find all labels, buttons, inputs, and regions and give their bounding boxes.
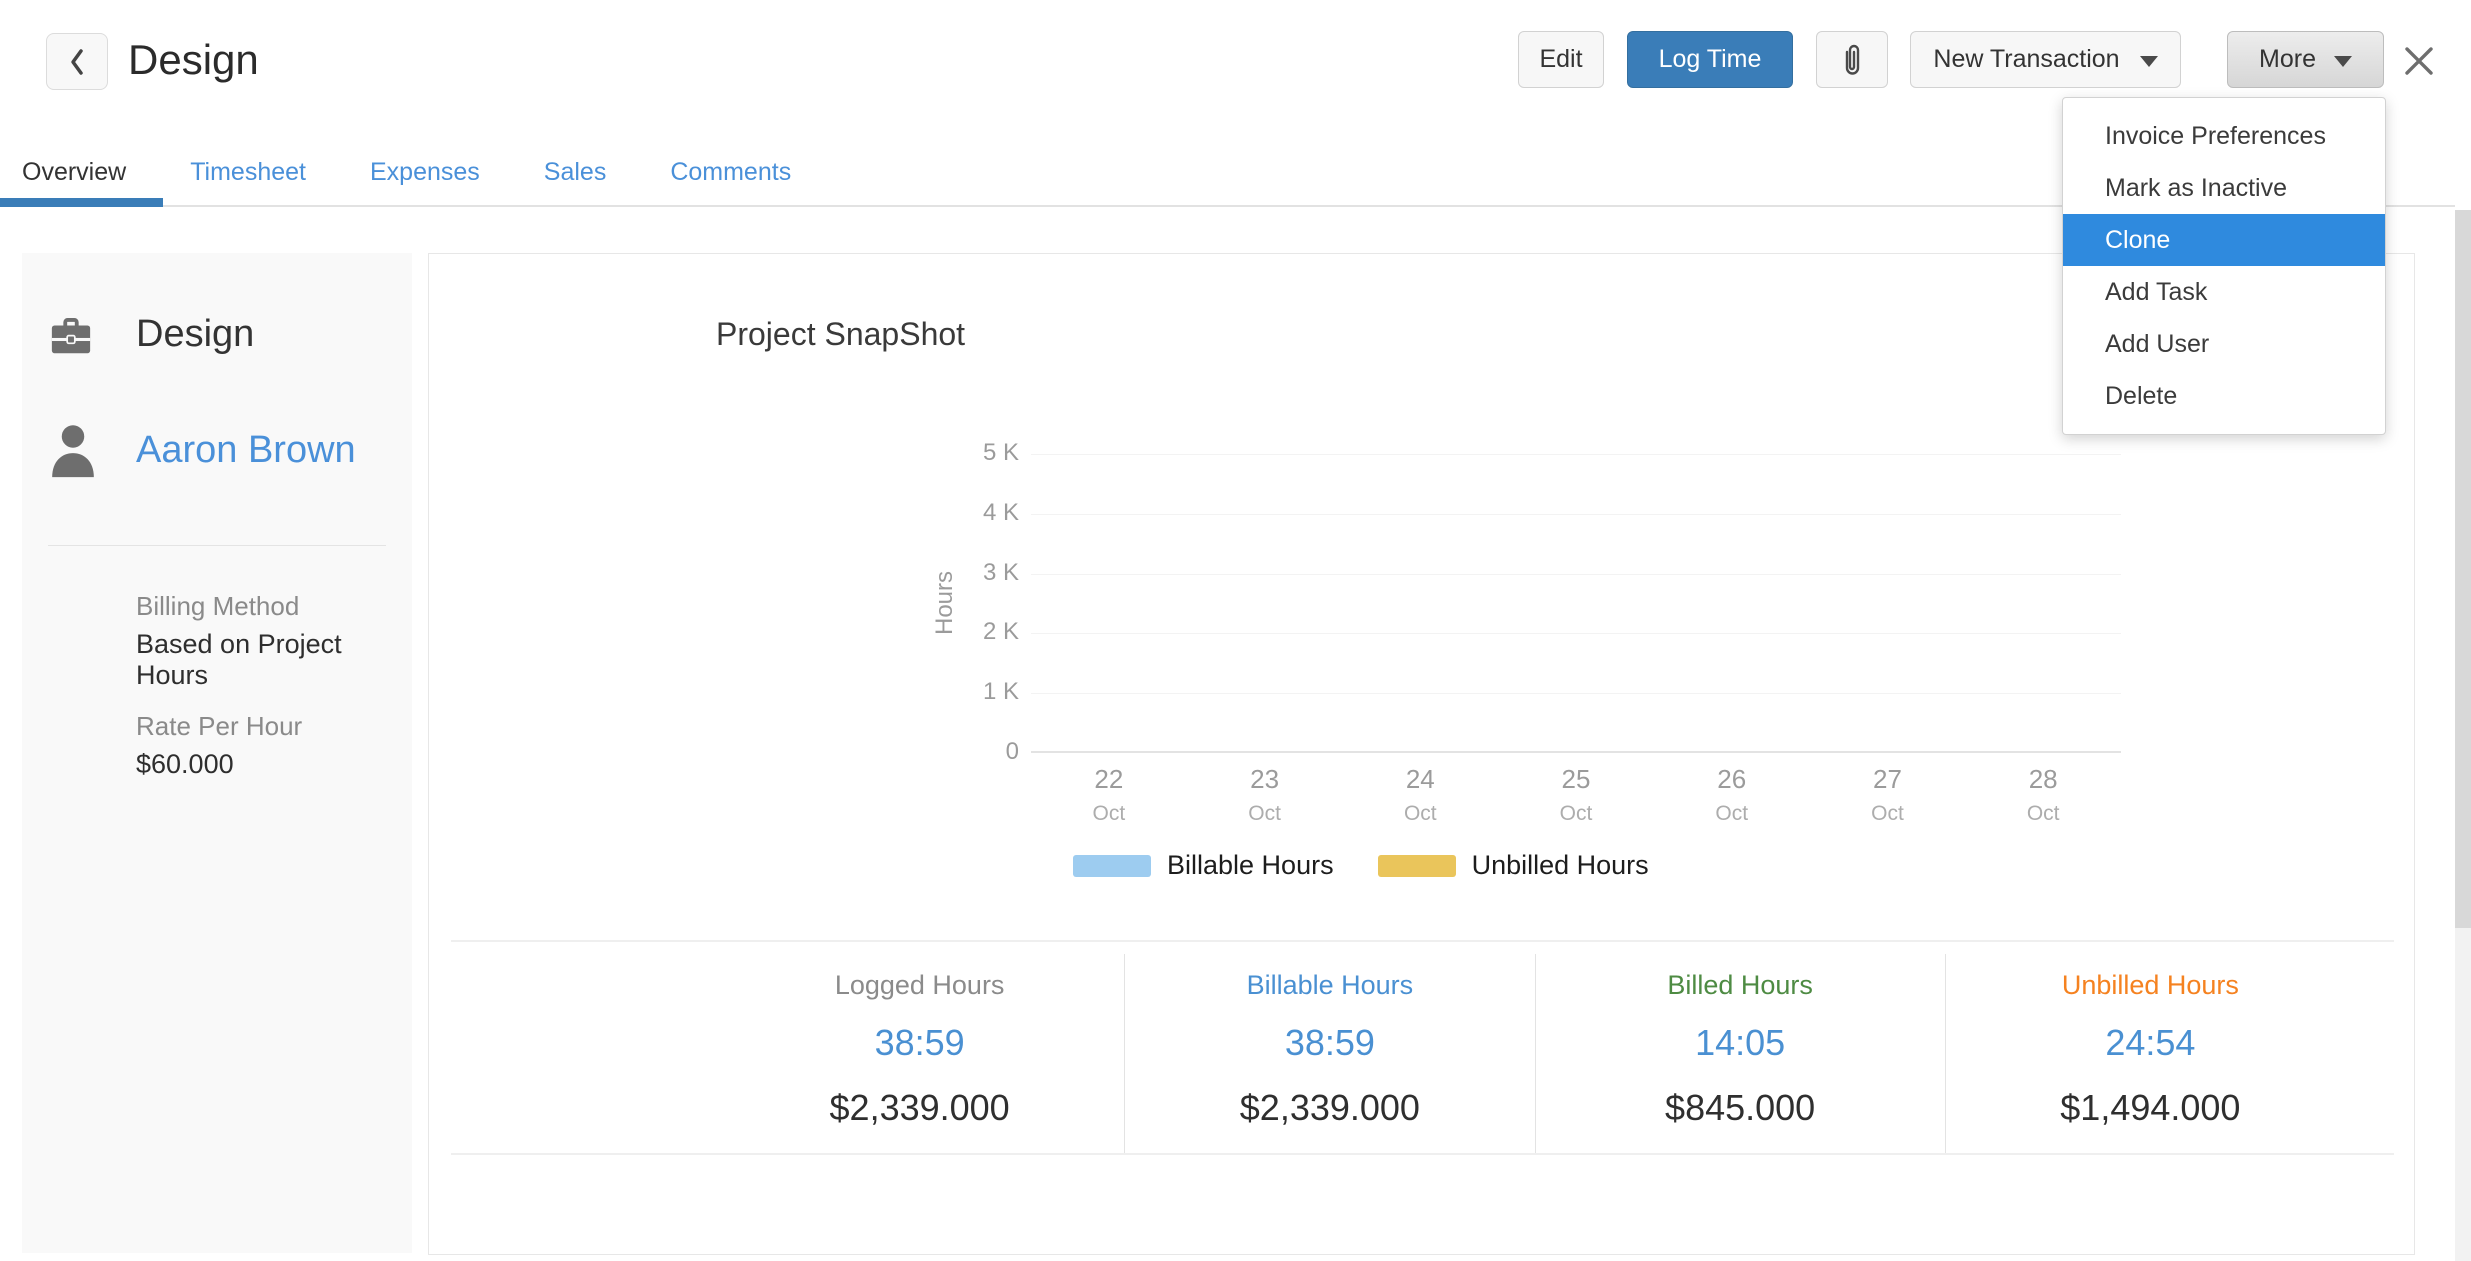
- gridline: [1031, 633, 2121, 635]
- logged-hours-stat: Logged Hours 38:59 $2,339.000: [715, 954, 1124, 1155]
- close-icon: [2405, 47, 2433, 75]
- x-axis-tick: 22 Oct: [1092, 764, 1126, 825]
- y-axis-tick: 2 K: [982, 618, 1019, 646]
- y-axis-tick: 3 K: [982, 558, 1019, 586]
- y-axis-tick: 5 K: [982, 439, 1019, 466]
- snapshot-chart-plot: [1031, 454, 2121, 753]
- tab-sales[interactable]: Sales: [543, 158, 607, 186]
- tab-bar-divider: [0, 205, 2455, 207]
- tab-overview[interactable]: Overview: [22, 158, 127, 186]
- project-summary-panel: Design Aaron Brown Billing Method Based …: [22, 253, 412, 1253]
- edit-button[interactable]: Edit: [1518, 31, 1604, 88]
- attachment-button[interactable]: [1816, 31, 1888, 88]
- section-divider: [451, 1153, 2394, 1155]
- log-time-button[interactable]: Log Time: [1627, 31, 1793, 88]
- menu-item-add-user[interactable]: Add User: [2105, 330, 2210, 358]
- menu-item-add-task[interactable]: Add Task: [2105, 278, 2208, 306]
- x-axis-labels: 22 Oct 23 Oct 24 Oct 25 Oct 26 Oct 27 Oct 28 Oct: [1031, 764, 2121, 826]
- chevron-down-icon: [2139, 56, 2158, 67]
- unbilled-hours-stat: Unbilled Hours 24:54 $1,494.000: [1944, 954, 2355, 1155]
- legend-label: Billable Hours: [1167, 850, 1334, 880]
- section-divider: [451, 940, 2394, 942]
- paperclip-icon: [1845, 44, 1860, 75]
- menu-item-mark-as-inactive[interactable]: Mark as Inactive: [2105, 174, 2288, 202]
- tab-comments[interactable]: Comments: [670, 158, 792, 186]
- menu-item-clone[interactable]: Clone: [2063, 214, 2385, 266]
- new-transaction-label: New Transaction: [1933, 45, 2120, 73]
- new-transaction-button[interactable]: New Transaction: [1910, 31, 2181, 88]
- billing-method-value: Based on Project Hours: [136, 629, 342, 690]
- stat-amount: $1,494.000: [2060, 1087, 2241, 1128]
- menu-item-delete[interactable]: Delete: [2105, 382, 2178, 410]
- gridline: [1031, 693, 2121, 695]
- back-button[interactable]: [46, 33, 108, 90]
- chart-legend: Billable Hours Unbilled Hours: [1073, 850, 1649, 881]
- active-tab-indicator: [0, 198, 163, 207]
- legend-label: Unbilled Hours: [1471, 850, 1649, 880]
- gridline: [1031, 751, 2121, 753]
- menu-item-invoice-preferences[interactable]: Invoice Preferences: [2105, 122, 2326, 150]
- gridline: [1031, 454, 2121, 455]
- stat-hours-value: 38:59: [874, 1022, 965, 1063]
- stat-label: Billed Hours: [1667, 970, 1813, 1000]
- y-axis-tick: 1 K: [982, 678, 1019, 706]
- y-axis-tick: 4 K: [982, 498, 1019, 526]
- hours-summary-row: Logged Hours 38:59 $2,339.000 Billable H…: [715, 954, 2355, 1155]
- stat-hours-value: 14:05: [1695, 1022, 1786, 1063]
- x-axis-tick: 27 Oct: [1871, 764, 1904, 825]
- x-axis-tick: 26 Oct: [1715, 764, 1749, 825]
- rate-per-hour-label: Rate Per Hour: [136, 711, 303, 741]
- more-button[interactable]: More: [2227, 31, 2384, 88]
- stat-amount: $2,339.000: [829, 1087, 1010, 1128]
- x-axis-tick: 28 Oct: [2026, 764, 2060, 825]
- stat-label: Billable Hours: [1246, 970, 1414, 1000]
- x-axis-tick: 23 Oct: [1248, 764, 1281, 825]
- billed-hours-stat: Billed Hours 14:05 $845.000: [1534, 954, 1945, 1155]
- gridline: [1031, 513, 2121, 515]
- billable-hours-stat: Billable Hours 38:59 $2,339.000: [1124, 954, 1534, 1155]
- stat-amount: $845.000: [1665, 1087, 1816, 1128]
- stat-label: Logged Hours: [834, 970, 1005, 1000]
- stat-label: Unbilled Hours: [2061, 970, 2239, 1000]
- tab-expenses[interactable]: Expenses: [369, 158, 480, 186]
- billing-method-label: Billing Method: [136, 591, 300, 621]
- legend-item: Billable Hours: [1073, 850, 1334, 881]
- snapshot-title: Project SnapShot: [716, 316, 966, 352]
- briefcase-icon: [48, 315, 94, 364]
- chevron-down-icon: [2333, 56, 2352, 67]
- chevron-left-icon: [71, 48, 83, 75]
- more-menu: Invoice Preferences Mark as Inactive Clone…: [2062, 97, 2386, 435]
- legend-swatch: [1377, 854, 1456, 877]
- sidebar-divider: [48, 545, 386, 546]
- x-axis-tick: 24 Oct: [1403, 764, 1437, 825]
- sidebar-project-name: Design: [136, 313, 255, 355]
- y-axis-tick: 0: [1005, 738, 1019, 765]
- legend-item: Unbilled Hours: [1377, 850, 1649, 881]
- user-icon: [48, 421, 98, 484]
- rate-per-hour-value: $60.000: [136, 749, 234, 779]
- more-label: More: [2259, 45, 2316, 73]
- close-button[interactable]: [2396, 38, 2442, 84]
- tab-bar: Overview Timesheet Expenses Sales Comments: [22, 158, 791, 187]
- legend-swatch: [1073, 854, 1151, 877]
- scrollbar-thumb[interactable]: [2455, 210, 2471, 928]
- stat-hours-value: 24:54: [2105, 1022, 2196, 1063]
- stat-amount: $2,339.000: [1239, 1087, 1420, 1128]
- gridline: [1031, 573, 2121, 575]
- x-axis-tick: 25 Oct: [1559, 764, 1593, 825]
- project-manager-link[interactable]: Aaron Brown: [136, 429, 356, 471]
- page-title: Design: [128, 36, 259, 83]
- stat-hours-value: 38:59: [1284, 1022, 1375, 1063]
- tab-timesheet[interactable]: Timesheet: [190, 158, 306, 186]
